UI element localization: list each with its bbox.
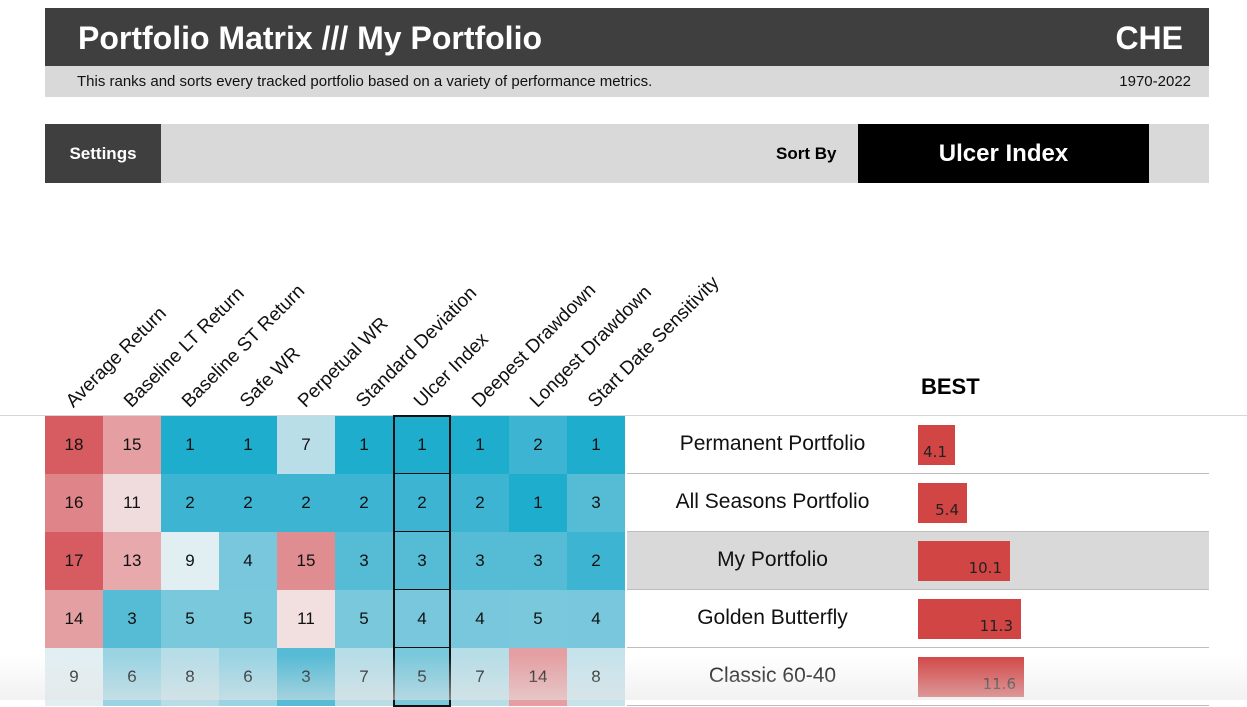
portfolio-row: All Seasons Portfolio 5.4 [627,474,1209,532]
bar-value-label: 10.1 [968,559,1002,577]
page-title: Portfolio Matrix /// My Portfolio [78,20,542,56]
rank-cell[interactable]: 2 [451,474,509,532]
rank-cell[interactable]: 1 [335,416,393,474]
rank-cell[interactable]: 17 [45,532,103,590]
rank-cell[interactable]: 15 [277,532,335,590]
rank-cell[interactable]: 6 [219,648,277,706]
rank-cell[interactable]: 5 [161,590,219,648]
rank-cell[interactable]: 3 [567,474,625,532]
rank-cell[interactable]: 11 [103,474,161,532]
sort-by-label: Sort By [776,144,837,163]
rank-cell[interactable]: 8 [567,648,625,706]
rank-cell[interactable]: 2 [567,532,625,590]
rank-cell[interactable]: 5 [393,648,451,706]
portfolio-name[interactable]: Classic 60-40 [708,664,837,687]
bar-value-label: 5.4 [935,501,959,519]
settings-bar: Settings Sort By Ulcer Index [45,124,1209,183]
ulcer-index-bar: 11.3 [918,599,1021,639]
grid-divider [0,415,1247,416]
rank-cell[interactable]: 16 [45,474,103,532]
rank-cell[interactable]: 9 [161,532,219,590]
country-code: CHE [1115,20,1183,56]
portfolio-row: Golden Butterfly 11.3 [627,590,1209,648]
rank-cell[interactable]: 5 [219,590,277,648]
rank-cell[interactable]: 1 [567,416,625,474]
rank-cell[interactable]: 7 [277,416,335,474]
rank-cell[interactable]: 6 [103,648,161,706]
rank-cell[interactable]: 14 [509,648,567,706]
rank-cell[interactable]: 4 [219,532,277,590]
rank-cell[interactable]: 14 [45,590,103,648]
portfolio-name[interactable]: Golden Butterfly [697,606,848,629]
portfolio-name[interactable]: All Seasons Portfolio [675,490,870,513]
rank-cell[interactable]: 2 [219,474,277,532]
bar-value-label: 4.1 [923,443,947,461]
rank-cell[interactable]: 3 [277,648,335,706]
rank-cell[interactable]: 7 [335,648,393,706]
col-average-return[interactable]: Average Return [62,303,171,412]
rank-cell[interactable]: 3 [103,590,161,648]
bar-value-label: 11.3 [979,617,1013,635]
portfolio-name[interactable]: My Portfolio [717,548,828,571]
rank-cell[interactable]: 18 [45,416,103,474]
rank-cell[interactable]: 8 [161,648,219,706]
rank-cell[interactable]: 4 [451,590,509,648]
rank-cell[interactable]: 9 [45,648,103,706]
rank-cell[interactable]: 1 [219,416,277,474]
ulcer-index-bar: 5.4 [918,483,967,523]
portfolio-row: My Portfolio 10.1 [627,532,1209,590]
rank-cell[interactable]: 7 [451,648,509,706]
bar-value-label: 11.6 [982,675,1016,693]
rank-cell[interactable]: 2 [277,474,335,532]
portfolio-row: Classic 60-40 11.6 [627,648,1209,706]
rank-cell[interactable]: 5 [509,590,567,648]
header-bar: Portfolio Matrix /// My Portfolio CHE [45,8,1209,66]
rank-cell[interactable]: 2 [509,416,567,474]
rank-cell[interactable]: 1 [451,416,509,474]
rank-cell[interactable]: 3 [393,532,451,590]
rank-cell[interactable]: 15 [103,416,161,474]
rank-cell[interactable]: 3 [451,532,509,590]
rank-cell[interactable]: 2 [335,474,393,532]
subtitle-bar: This ranks and sorts every tracked portf… [45,66,1209,97]
rank-cell[interactable]: 2 [161,474,219,532]
rank-cell[interactable]: 3 [509,532,567,590]
best-label: BEST [921,374,980,399]
rank-cell[interactable]: 3 [335,532,393,590]
rank-cell[interactable]: 4 [567,590,625,648]
rank-cell[interactable]: 5 [335,590,393,648]
page-description: This ranks and sorts every tracked portf… [77,73,653,90]
portfolio-row: Permanent Portfolio 4.1 [627,416,1209,474]
settings-button[interactable]: Settings [45,124,161,183]
rank-cell[interactable]: 2 [393,474,451,532]
rank-cell[interactable]: 1 [393,416,451,474]
sort-by-select[interactable]: Ulcer Index [858,124,1149,183]
year-range: 1970-2022 [1119,73,1191,90]
rank-cell[interactable]: 4 [393,590,451,648]
rank-cell[interactable]: 1 [509,474,567,532]
rank-cell[interactable]: 1 [161,416,219,474]
rank-cell[interactable]: 13 [103,532,161,590]
rank-cell[interactable]: 11 [277,590,335,648]
ulcer-index-bar: 4.1 [918,425,955,465]
portfolio-name[interactable]: Permanent Portfolio [679,432,866,455]
ulcer-index-bar: 11.6 [918,657,1024,697]
ulcer-index-bar: 10.1 [918,541,1010,581]
